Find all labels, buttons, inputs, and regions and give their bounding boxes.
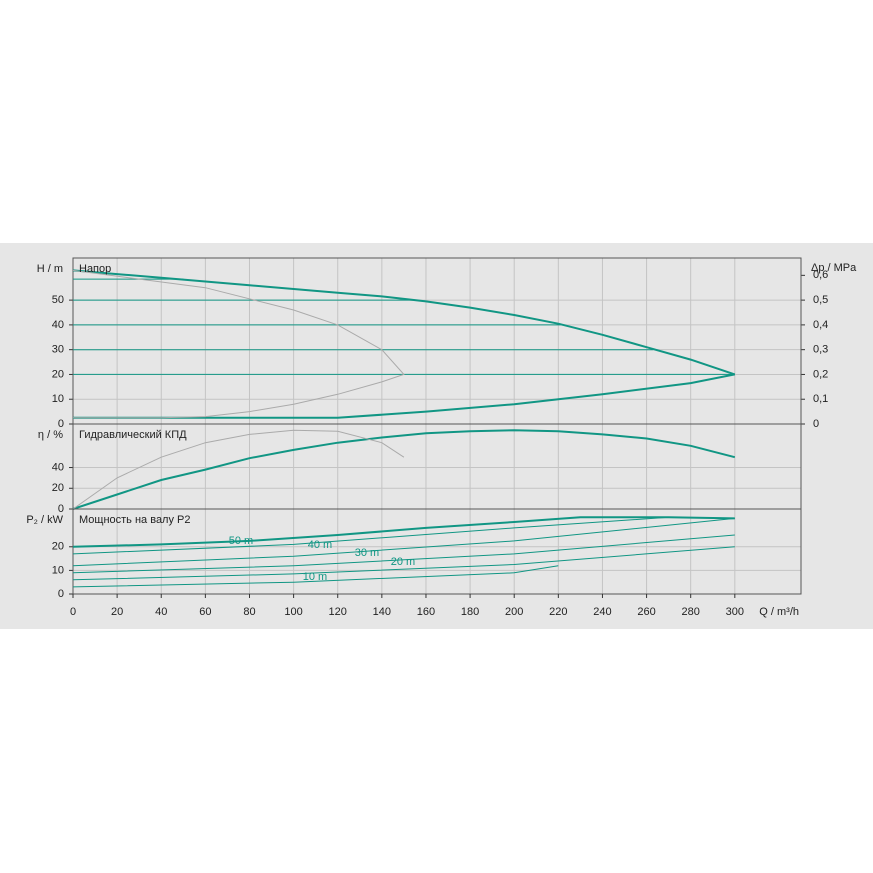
x-tick-label: 140 bbox=[373, 606, 391, 618]
y-tick-label: 40 bbox=[52, 319, 64, 331]
curve bbox=[72, 429, 736, 510]
curve bbox=[72, 516, 735, 548]
y2-axis-label: Δp / MPa bbox=[811, 262, 857, 274]
x-tick-label: 260 bbox=[637, 606, 655, 618]
y-tick-label: 20 bbox=[52, 541, 64, 553]
y-tick-label: 20 bbox=[52, 482, 64, 494]
curve bbox=[72, 269, 736, 376]
x-tick-label: 0 bbox=[70, 606, 76, 618]
y-tick-label: 40 bbox=[52, 461, 64, 473]
curve bbox=[72, 269, 405, 419]
curve bbox=[72, 516, 669, 555]
curve bbox=[72, 565, 559, 588]
curve bbox=[72, 429, 405, 510]
x-tick-label: 180 bbox=[461, 606, 479, 618]
y-tick-label: 10 bbox=[52, 564, 64, 576]
y2-tick-label: 0,4 bbox=[813, 319, 828, 331]
curve bbox=[72, 546, 735, 581]
y2-tick-label: 0,1 bbox=[813, 393, 828, 405]
x-axis-label: Q / m³/h bbox=[759, 606, 799, 618]
y2-tick-label: 0,3 bbox=[813, 344, 828, 356]
annotation: 50 m bbox=[229, 535, 253, 547]
y-tick-label: 0 bbox=[58, 503, 64, 515]
y-tick-label: 10 bbox=[52, 393, 64, 405]
y-tick-label: 30 bbox=[52, 344, 64, 356]
panel-title: Гидравлический КПД bbox=[79, 429, 187, 441]
y2-tick-label: 0,5 bbox=[813, 294, 828, 306]
y-axis-label: η / % bbox=[38, 429, 63, 441]
curve bbox=[72, 534, 735, 574]
annotation: 40 m bbox=[308, 539, 332, 551]
panel-title: Мощность на валу P2 bbox=[79, 514, 191, 526]
x-tick-label: 200 bbox=[505, 606, 523, 618]
x-tick-label: 60 bbox=[199, 606, 211, 618]
y2-tick-label: 0,6 bbox=[813, 269, 828, 281]
annotation: 20 m bbox=[391, 556, 415, 568]
curve bbox=[72, 517, 735, 567]
x-tick-label: 80 bbox=[243, 606, 255, 618]
curve bbox=[73, 373, 735, 419]
annotation: 30 m bbox=[355, 547, 379, 559]
y-tick-label: 50 bbox=[52, 294, 64, 306]
y2-tick-label: 0 bbox=[813, 418, 819, 430]
x-tick-label: 300 bbox=[726, 606, 744, 618]
x-tick-label: 280 bbox=[682, 606, 700, 618]
x-tick-label: 40 bbox=[155, 606, 167, 618]
y-tick-label: 0 bbox=[58, 588, 64, 600]
x-tick-label: 220 bbox=[549, 606, 567, 618]
panel-title: Напор bbox=[79, 263, 111, 275]
y2-tick-label: 0,2 bbox=[813, 368, 828, 380]
annotation: 10 m bbox=[303, 571, 327, 583]
y-tick-label: 20 bbox=[52, 368, 64, 380]
x-tick-label: 160 bbox=[417, 606, 435, 618]
x-tick-label: 100 bbox=[284, 606, 302, 618]
x-tick-label: 120 bbox=[329, 606, 347, 618]
x-tick-label: 240 bbox=[593, 606, 611, 618]
chart-background bbox=[0, 243, 873, 629]
y-axis-label: P₂ / kW bbox=[26, 514, 63, 526]
y-tick-label: 0 bbox=[58, 418, 64, 430]
y-axis-label: H / m bbox=[37, 263, 63, 275]
plot-frame bbox=[72, 508, 802, 595]
x-tick-label: 20 bbox=[111, 606, 123, 618]
